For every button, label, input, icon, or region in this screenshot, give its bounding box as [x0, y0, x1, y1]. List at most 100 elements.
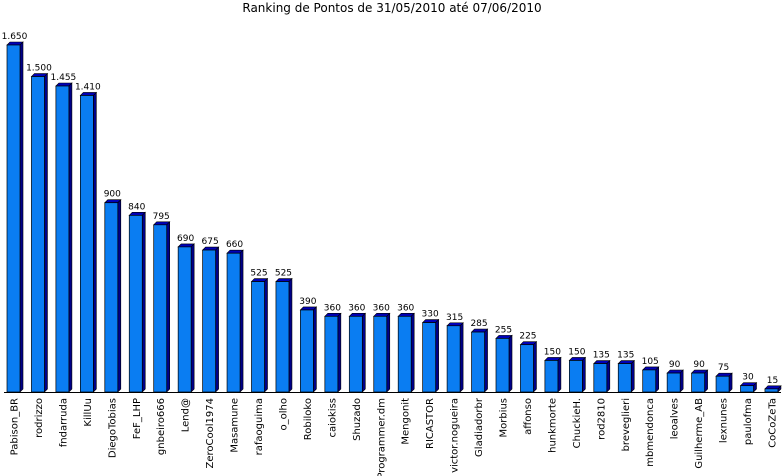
category-label: breveglieri — [621, 398, 632, 451]
data-label: 690 — [177, 234, 194, 244]
data-label: 135 — [617, 351, 634, 361]
bar — [31, 76, 45, 393]
category-label: Lend@ — [181, 398, 192, 432]
category-label: FeF_LHP — [132, 398, 143, 439]
bar-group: 75 lexnunes — [715, 363, 733, 443]
bar-group: 1.500 rodrizzo — [26, 64, 52, 438]
bar — [544, 360, 559, 393]
bar-side-face — [44, 72, 48, 393]
bar-group: 30 paulofma — [739, 373, 758, 445]
bar-group: 360 caiokiss — [324, 303, 342, 438]
bar — [79, 95, 94, 393]
bar-group: 795 gnbeiro666 — [153, 212, 171, 455]
bar — [397, 315, 412, 393]
bar-side-face — [459, 322, 464, 393]
data-label: 1.455 — [51, 73, 77, 83]
data-label: 525 — [275, 269, 292, 279]
bar — [666, 372, 681, 393]
bar-group: 285 Gladiadorbr — [470, 319, 489, 457]
data-label: 1.650 — [2, 32, 28, 42]
data-label: 1.410 — [75, 82, 101, 92]
bar-group: 330 RICASTOR — [422, 310, 440, 449]
bar — [251, 281, 265, 393]
bar — [446, 325, 461, 393]
data-label: 390 — [299, 297, 316, 307]
bar-group: 150 hunkmorte — [544, 347, 562, 453]
data-label: 150 — [568, 347, 585, 357]
data-label: 105 — [642, 357, 659, 367]
data-label: 360 — [348, 303, 365, 313]
bar-side-face — [435, 318, 439, 393]
category-label: Mengonit — [401, 398, 412, 445]
data-label: 675 — [202, 237, 219, 247]
category-label: DiegoTobias — [107, 398, 118, 458]
data-label: 330 — [422, 310, 439, 320]
data-label: 150 — [544, 347, 561, 357]
bar — [275, 281, 290, 393]
bar-side-face — [264, 277, 268, 393]
category-label: Programmer.dm — [376, 398, 387, 476]
data-label: 1.500 — [26, 64, 52, 74]
category-label: rodrizzo — [34, 398, 45, 438]
bar-side-face — [630, 359, 635, 393]
category-label: Robiloko — [303, 398, 314, 440]
category-label: o_olho — [278, 398, 289, 430]
category-label: hunkmorte — [547, 398, 558, 453]
bar-group: 150 ChuckieH. — [568, 347, 587, 448]
bar — [520, 344, 534, 393]
data-label: 15 — [767, 376, 778, 386]
bar — [55, 85, 70, 393]
bar — [348, 315, 363, 393]
data-label: 30 — [742, 373, 754, 383]
category-label: mbmendonca — [645, 398, 656, 467]
bar-side-face — [215, 246, 219, 393]
bar-side-face — [704, 369, 708, 393]
category-label: Morbius — [499, 398, 510, 438]
bar — [104, 202, 119, 393]
bar-group: 90 Guilherme_AB — [690, 360, 709, 469]
bar-side-face — [606, 359, 611, 393]
bar-side-face — [117, 199, 122, 393]
bar-group: 900 DiegoTobias — [104, 190, 122, 458]
category-label: rod2810 — [596, 398, 607, 440]
data-label: 900 — [104, 190, 121, 200]
bar-side-face — [68, 82, 73, 393]
category-label: KillUu — [83, 398, 94, 427]
bar-side-face — [239, 249, 244, 393]
bar-group: 525 rafaoguima — [250, 269, 269, 455]
bar-side-face — [679, 369, 684, 393]
data-label: 225 — [519, 332, 536, 342]
category-label: ChuckieH. — [572, 398, 583, 448]
data-label: 660 — [226, 240, 243, 250]
bar-side-face — [484, 328, 488, 393]
category-label: victor.nogueira — [450, 398, 461, 473]
category-label: RICASTOR — [425, 398, 436, 449]
bar-group: 315 victor.nogueira — [446, 313, 464, 473]
data-label: 360 — [324, 303, 341, 313]
bar — [324, 315, 339, 393]
category-label: gnbeiro666 — [156, 398, 167, 455]
data-label: 840 — [128, 202, 145, 212]
bar-group: 675 ZeroCool1974 — [202, 237, 220, 468]
bar — [471, 331, 485, 393]
bar-side-face — [728, 372, 733, 393]
category-label: Guilherme_AB — [694, 398, 705, 469]
bar — [177, 246, 192, 393]
data-label: 90 — [693, 360, 705, 370]
bar — [226, 252, 241, 393]
bar-side-face — [533, 340, 537, 393]
bar-side-face — [386, 312, 391, 393]
bar-side-face — [141, 211, 146, 393]
bar-group: 135 rod2810 — [593, 351, 611, 440]
bar-side-face — [508, 334, 513, 393]
bar — [153, 224, 168, 393]
bar-group: 1.455 fndarruda — [51, 73, 77, 447]
bar — [422, 322, 436, 393]
category-label: paulofma — [743, 398, 754, 445]
bar-group: 660 Masamune — [226, 240, 244, 453]
category-label: rafaoguima — [254, 398, 265, 455]
data-label: 360 — [397, 303, 414, 313]
bar-group: 105 mbmendonca — [642, 357, 660, 467]
category-label: Shuzado — [352, 398, 363, 441]
